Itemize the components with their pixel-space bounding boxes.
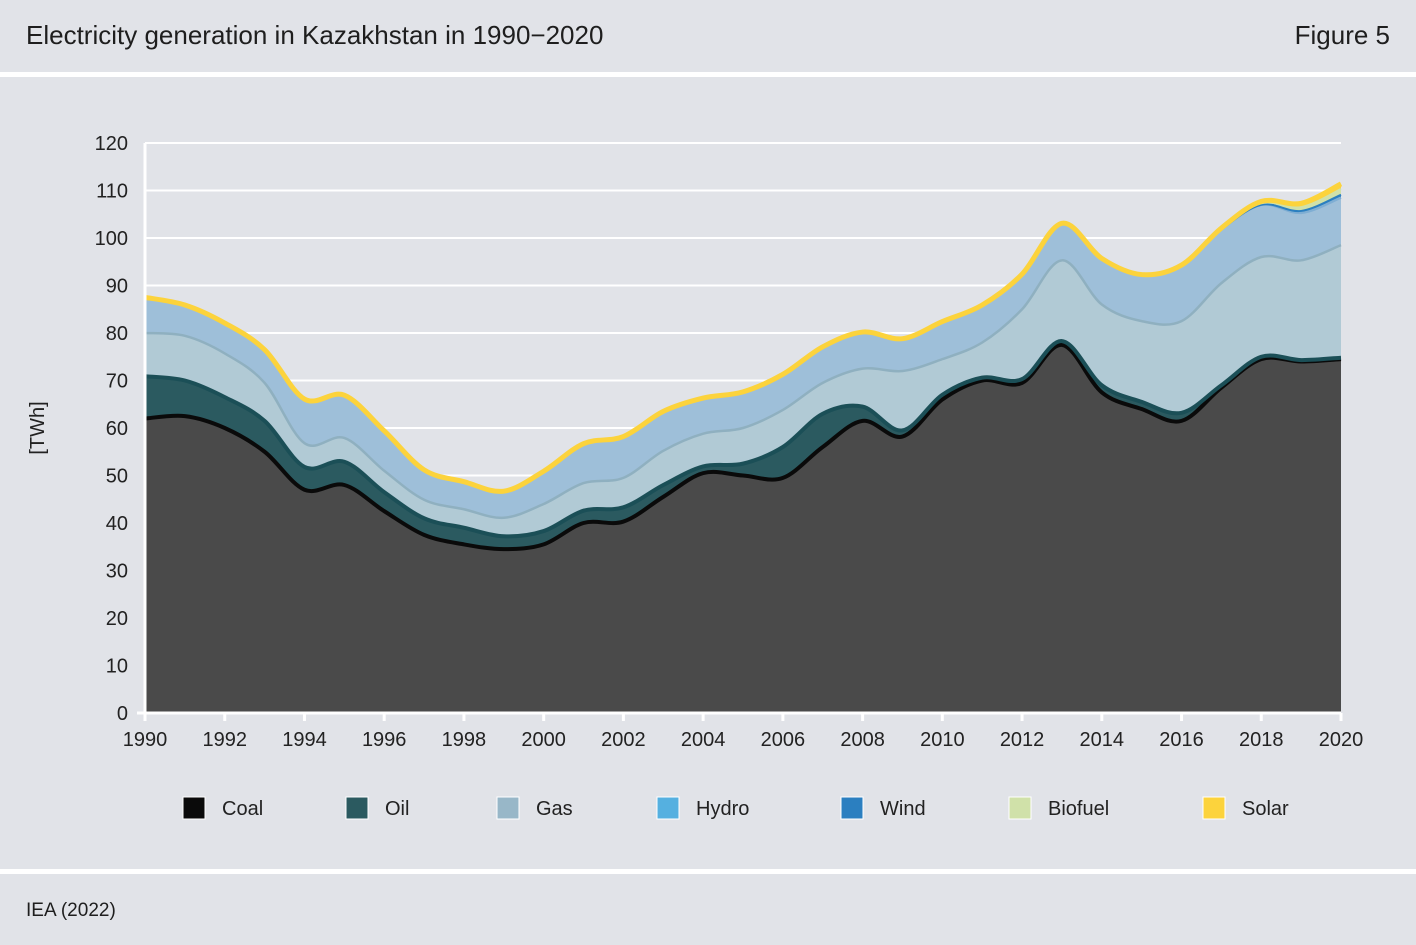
legend-item-gas: Gas bbox=[496, 796, 573, 820]
legend-item-solar: Solar bbox=[1202, 796, 1289, 820]
series-lines bbox=[144, 181, 1343, 552]
stacked-areas bbox=[145, 183, 1341, 713]
legend-swatch bbox=[182, 796, 206, 820]
legend-label: Oil bbox=[385, 798, 409, 820]
x-tick-label: 2018 bbox=[1239, 729, 1284, 751]
legend-item-oil: Oil bbox=[345, 796, 409, 820]
x-tick-label: 1994 bbox=[282, 729, 327, 751]
source-note: IEA (2022) bbox=[26, 900, 116, 921]
x-tick-label: 2006 bbox=[761, 729, 806, 751]
x-tick-label: 1996 bbox=[362, 729, 407, 751]
y-tick-label: 120 bbox=[95, 133, 128, 155]
legend-item-wind: Wind bbox=[840, 796, 926, 820]
y-tick-label: 70 bbox=[106, 371, 128, 393]
legend-swatch bbox=[345, 796, 369, 820]
x-tick-label: 1998 bbox=[442, 729, 487, 751]
legend-item-biofuel: Biofuel bbox=[1008, 796, 1109, 820]
area-coal bbox=[145, 344, 1341, 713]
axes: 0 10 20 30 40 50 60 70 80 90 100 110 120 1990 1992 1994… bbox=[95, 133, 1364, 751]
area-gas bbox=[145, 245, 1341, 537]
y-tick-label: 100 bbox=[95, 228, 128, 250]
area-hydro bbox=[145, 197, 1341, 518]
y-tick-label: 110 bbox=[96, 181, 128, 203]
x-tick-label: 2012 bbox=[1000, 729, 1045, 751]
legend-item-coal: Coal bbox=[182, 796, 263, 820]
legend-label: Biofuel bbox=[1048, 798, 1109, 820]
x-tick-label: 2008 bbox=[840, 729, 885, 751]
legend-swatch bbox=[1008, 796, 1032, 820]
legend-label: Hydro bbox=[696, 798, 749, 820]
line-oil bbox=[144, 339, 1342, 539]
line-gas bbox=[144, 243, 1342, 520]
page-title: Electricity generation in Kazakhstan in … bbox=[26, 20, 604, 50]
legend-label: Gas bbox=[536, 798, 573, 820]
x-tick-label: 1990 bbox=[123, 729, 168, 751]
y-axis-label: [TWh] bbox=[27, 401, 49, 454]
x-tick-label: 2002 bbox=[601, 729, 646, 751]
header-divider bbox=[0, 72, 1416, 77]
footer-divider bbox=[0, 869, 1416, 874]
x-tick-label: 1992 bbox=[202, 729, 247, 751]
y-tick-label: 80 bbox=[106, 323, 128, 345]
x-tick-label: 2000 bbox=[521, 729, 566, 751]
legend-label: Solar bbox=[1242, 798, 1289, 820]
header: Electricity generation in Kazakhstan in … bbox=[0, 0, 1416, 73]
legend-swatch bbox=[496, 796, 520, 820]
y-tick-label: 20 bbox=[106, 608, 128, 630]
x-tick-label: 2016 bbox=[1159, 729, 1204, 751]
legend-label: Coal bbox=[222, 798, 263, 820]
x-tick-label: 2010 bbox=[920, 729, 965, 751]
y-tick-label: 60 bbox=[106, 418, 128, 440]
y-tick-label: 10 bbox=[106, 656, 128, 678]
x-tick-label: 2004 bbox=[681, 729, 726, 751]
y-tick-label: 0 bbox=[117, 703, 128, 725]
line-coal bbox=[144, 342, 1342, 552]
figure-label: Figure 5 bbox=[1294, 20, 1390, 50]
y-tick-label: 40 bbox=[106, 513, 128, 535]
legend-swatch bbox=[1202, 796, 1226, 820]
line-solar bbox=[144, 181, 1343, 494]
legend-swatch bbox=[840, 796, 864, 820]
legend-item-hydro: Hydro bbox=[656, 796, 749, 820]
legend: Coal Oil Gas Hydro Wind Biofuel Solar bbox=[182, 796, 1289, 820]
y-tick-label: 30 bbox=[106, 561, 128, 583]
x-tick-label: 2020 bbox=[1319, 729, 1364, 751]
y-tick-label: 50 bbox=[106, 466, 128, 488]
legend-label: Wind bbox=[880, 798, 926, 820]
legend-swatch bbox=[656, 796, 680, 820]
y-tick-label: 90 bbox=[106, 276, 128, 298]
x-tick-label: 2014 bbox=[1080, 729, 1125, 751]
